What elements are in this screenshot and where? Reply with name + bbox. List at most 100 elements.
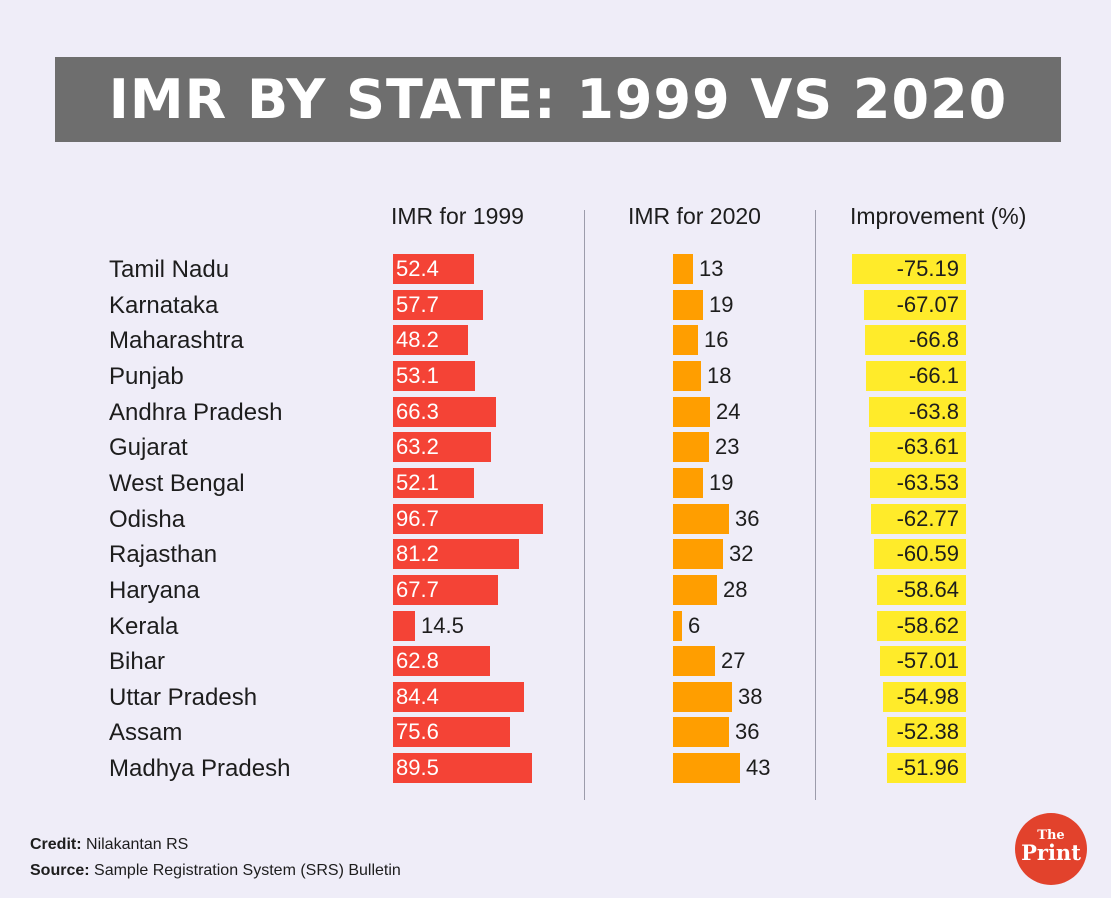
value-1999: 75.6 <box>396 719 439 744</box>
bar-1999 <box>393 468 474 498</box>
bar-improvement <box>870 468 966 498</box>
bar-1999 <box>393 753 532 783</box>
logo-text-print: Print <box>1021 840 1081 865</box>
value-improvement: -63.53 <box>896 470 959 495</box>
value-1999: 14.5 <box>421 613 464 638</box>
value-1999: 81.2 <box>396 541 439 566</box>
value-2020: 27 <box>721 648 746 673</box>
value-1999: 48.2 <box>396 327 439 352</box>
bar-2020 <box>673 432 709 462</box>
bar-improvement <box>870 432 966 462</box>
bar-1999 <box>393 325 468 355</box>
bar-2020 <box>673 539 723 569</box>
bar-2020 <box>673 397 710 427</box>
value-1999: 62.8 <box>396 648 439 673</box>
bar-improvement <box>887 717 966 747</box>
value-2020: 28 <box>723 577 748 602</box>
value-2020: 36 <box>735 719 760 744</box>
value-2020: 19 <box>709 470 734 495</box>
bar-1999 <box>393 361 475 391</box>
bar-1999 <box>393 432 491 462</box>
bar-1999 <box>393 539 519 569</box>
bar-2020 <box>673 611 682 641</box>
source-line: Source: Sample Registration System (SRS)… <box>30 862 401 880</box>
bar-2020 <box>673 468 703 498</box>
bar-improvement <box>877 575 966 605</box>
header-improvement: Improvement (%) <box>850 203 1027 229</box>
bar-improvement <box>865 325 966 355</box>
value-1999: 89.5 <box>396 755 439 780</box>
credit-line: Credit: Nilakantan RS <box>30 836 188 854</box>
source-value: Sample Registration System (SRS) Bulleti… <box>94 862 401 879</box>
value-1999: 57.7 <box>396 292 439 317</box>
bar-improvement <box>880 646 966 676</box>
value-1999: 63.2 <box>396 434 439 459</box>
chart-title: IMR BY STATE: 1999 VS 2020 <box>108 68 1008 131</box>
bar-1999 <box>393 397 496 427</box>
state-label: Odisha <box>109 506 186 533</box>
bar-2020 <box>673 753 740 783</box>
value-improvement: -67.07 <box>896 292 959 317</box>
value-2020: 6 <box>688 613 701 638</box>
bar-1999 <box>393 611 415 641</box>
value-2020: 32 <box>729 541 754 566</box>
value-1999: 52.1 <box>396 470 439 495</box>
logo-text-the: The <box>1037 828 1065 843</box>
bar-1999 <box>393 504 543 534</box>
value-1999: 67.7 <box>396 577 439 602</box>
value-improvement: -63.61 <box>896 434 959 459</box>
state-label: Kerala <box>109 613 179 640</box>
state-label: Tamil Nadu <box>109 256 230 283</box>
credit-label: Credit: <box>30 836 82 853</box>
column-divider-left <box>584 210 585 800</box>
value-improvement: -58.62 <box>896 613 959 638</box>
value-improvement: -75.19 <box>896 256 959 281</box>
theprint-logo: The Print <box>1015 813 1087 885</box>
column-divider-right <box>815 210 816 800</box>
bar-improvement <box>852 254 966 284</box>
value-1999: 96.7 <box>396 506 439 531</box>
bar-2020 <box>673 254 693 284</box>
value-improvement: -62.77 <box>896 506 959 531</box>
title-banner: IMR BY STATE: 1999 VS 2020 <box>55 57 1061 142</box>
state-label: Madhya Pradesh <box>109 755 291 782</box>
state-label: Maharashtra <box>109 327 244 354</box>
state-label: Punjab <box>109 363 184 390</box>
value-improvement: -58.64 <box>896 577 959 602</box>
value-improvement: -66.1 <box>908 363 959 388</box>
bar-2020 <box>673 325 698 355</box>
value-improvement: -52.38 <box>896 719 959 744</box>
bar-1999 <box>393 717 510 747</box>
value-2020: 36 <box>735 506 760 531</box>
bar-improvement <box>874 539 966 569</box>
value-2020: 24 <box>716 399 741 424</box>
bar-1999 <box>393 682 524 712</box>
bar-2020 <box>673 290 703 320</box>
bar-2020 <box>673 646 715 676</box>
value-2020: 16 <box>704 327 729 352</box>
value-2020: 19 <box>709 292 734 317</box>
bar-1999 <box>393 646 490 676</box>
bar-1999 <box>393 290 483 320</box>
state-label: Andhra Pradesh <box>109 399 283 426</box>
bar-2020 <box>673 361 701 391</box>
state-label: West Bengal <box>109 470 245 497</box>
source-label: Source: <box>30 862 90 879</box>
header-imr-1999: IMR for 1999 <box>391 203 524 229</box>
value-2020: 23 <box>715 434 740 459</box>
value-1999: 66.3 <box>396 399 439 424</box>
bar-improvement <box>866 361 966 391</box>
state-label: Rajasthan <box>109 541 218 568</box>
bar-improvement <box>883 682 966 712</box>
bar-2020 <box>673 717 729 747</box>
value-2020: 13 <box>699 256 724 281</box>
bar-1999 <box>393 254 474 284</box>
bar-improvement <box>864 290 966 320</box>
state-label: Haryana <box>109 577 200 604</box>
state-label: Assam <box>109 719 183 746</box>
value-2020: 38 <box>738 684 763 709</box>
value-improvement: -54.98 <box>896 684 959 709</box>
value-1999: 84.4 <box>396 684 439 709</box>
value-improvement: -66.8 <box>908 327 959 352</box>
bar-2020 <box>673 682 732 712</box>
